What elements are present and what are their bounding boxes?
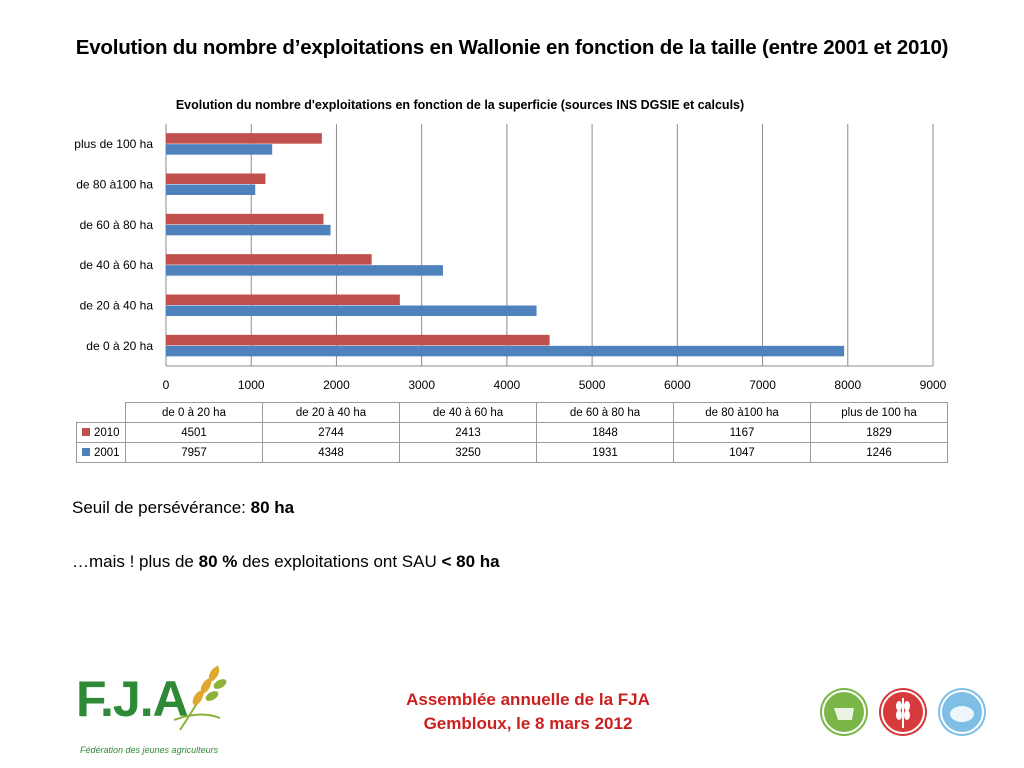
bar-2010 — [166, 173, 266, 184]
logo-subtitle: Fédération des jeunes agriculteurs — [80, 745, 219, 755]
y-category-label: de 80 à100 ha — [76, 178, 153, 192]
x-tick-label: 1000 — [238, 378, 265, 392]
x-tick-label: 7000 — [749, 378, 776, 392]
x-tick-label: 6000 — [664, 378, 691, 392]
table-row: 2001 7957 4348 3250 1931 1047 1246 — [76, 442, 948, 463]
bar-2001 — [166, 184, 256, 195]
table-column-header: de 0 à 20 ha — [125, 402, 263, 423]
x-tick-label: 4000 — [494, 378, 521, 392]
chart-title: Evolution du nombre d'exploitations en f… — [175, 98, 745, 112]
table-cell: 7957 — [125, 442, 263, 463]
threshold-value: 80 ha — [250, 498, 295, 517]
table-column-header: de 60 à 80 ha — [536, 402, 674, 423]
majority-threshold: < 80 ha — [441, 552, 500, 571]
slide-title: Evolution du nombre d’exploitations en W… — [75, 36, 949, 59]
majority-note: …mais ! plus de 80 % des exploitations o… — [72, 552, 500, 572]
wheat-logo-icon — [173, 665, 227, 731]
bar-chart: 0 1000 2000 3000 4000 5000 6000 7000 8000 9000 de … — [74, 124, 947, 392]
table-cell: 1246 — [810, 442, 948, 463]
table-cell: 3250 — [399, 442, 537, 463]
table-cell: 2413 — [399, 422, 537, 443]
bar-2001 — [166, 305, 537, 316]
bar-2001 — [166, 144, 273, 155]
legend-swatch — [82, 427, 90, 436]
y-category-label: de 20 à 40 ha — [80, 299, 154, 313]
fja-logo: F.J.A Fédération des jeunes agriculteurs — [70, 660, 230, 760]
table-cell: 1829 — [810, 422, 948, 443]
y-category-label: plus de 100 ha — [74, 137, 153, 151]
table-cell: 4348 — [262, 442, 400, 463]
table-corner — [76, 402, 126, 423]
table-cell: 1167 — [673, 422, 811, 443]
table-column-header: de 40 à 60 ha — [399, 402, 537, 423]
table-column-header: plus de 100 ha — [810, 402, 948, 423]
x-tick-label: 5000 — [579, 378, 606, 392]
bar-2001 — [166, 345, 845, 357]
bar-2010 — [166, 334, 550, 346]
x-tick-label: 8000 — [834, 378, 861, 392]
x-tick-label: 2000 — [323, 378, 350, 392]
y-category-label: de 60 à 80 ha — [80, 218, 154, 232]
table-cell: 2744 — [262, 422, 400, 443]
x-tick-label: 9000 — [920, 378, 947, 392]
threshold-note: Seuil de persévérance: 80 ha — [72, 498, 294, 518]
table-header-row: de 0 à 20 ha de 20 à 40 ha de 40 à 60 ha de… — [76, 402, 948, 423]
footer-event: Assemblée annuelle de la FJA — [406, 690, 650, 709]
table-series-label: 2010 — [76, 422, 126, 443]
table-column-header: de 20 à 40 ha — [262, 402, 400, 423]
footer: Assemblée annuelle de la FJA Gembloux, l… — [0, 688, 1024, 736]
majority-note-a: …mais ! plus de — [72, 552, 199, 571]
wheat-icon — [879, 688, 927, 736]
table-cell: 1047 — [673, 442, 811, 463]
table-series-label: 2001 — [76, 442, 126, 463]
y-category-label: de 40 à 60 ha — [80, 258, 154, 272]
pig-icon — [938, 688, 986, 736]
legend-swatch — [82, 447, 90, 456]
logo-text: F.J.A — [76, 671, 189, 727]
x-tick-label: 3000 — [408, 378, 435, 392]
table-cell: 4501 — [125, 422, 263, 443]
y-category-label: de 0 à 20 ha — [86, 339, 153, 353]
footer-date: Gembloux, le 8 mars 2012 — [423, 714, 633, 733]
bar-2010 — [166, 213, 324, 225]
bar-2010 — [166, 133, 322, 144]
chart-data-table: de 0 à 20 ha de 20 à 40 ha de 40 à 60 ha de… — [76, 402, 948, 463]
table-cell: 1931 — [536, 442, 674, 463]
table-column-header: de 80 à100 ha — [673, 402, 811, 423]
bar-2001 — [166, 224, 331, 236]
bar-2010 — [166, 294, 400, 305]
table-row: 2010 4501 2744 2413 1848 1167 1829 — [76, 422, 948, 443]
bar-2010 — [166, 254, 372, 265]
majority-note-c: des exploitations ont SAU — [237, 552, 442, 571]
table-cell: 1848 — [536, 422, 674, 443]
x-tick-label: 0 — [163, 378, 170, 392]
threshold-note-text: Seuil de persévérance: — [72, 498, 251, 517]
majority-percent: 80 % — [198, 552, 238, 571]
cow-icon — [820, 688, 868, 736]
bar-2001 — [166, 265, 443, 276]
